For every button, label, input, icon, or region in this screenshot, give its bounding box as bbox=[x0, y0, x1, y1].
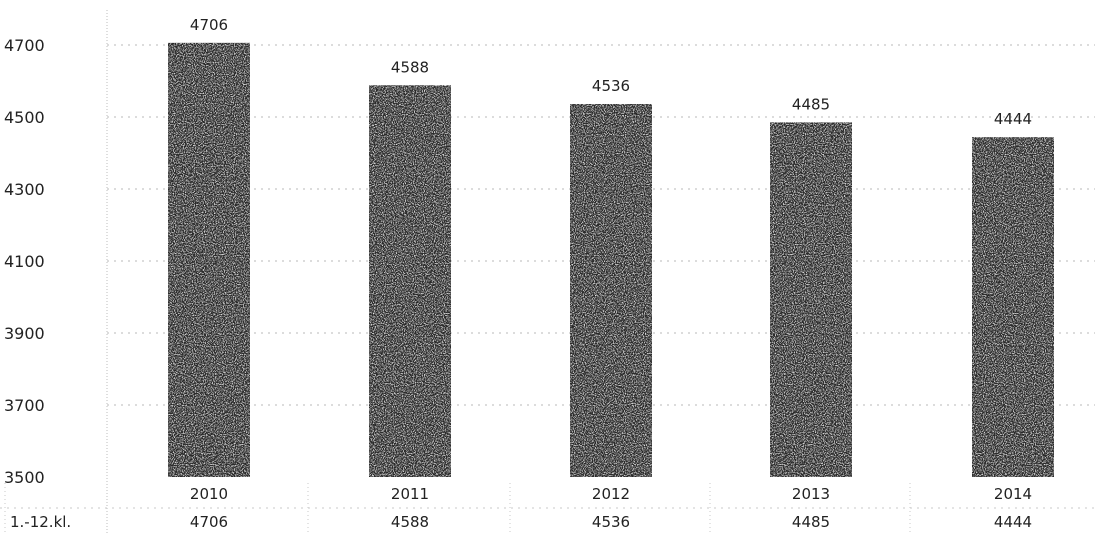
x-tick-label: 2013 bbox=[792, 485, 830, 503]
table-cell: 4536 bbox=[592, 513, 630, 531]
data-label: 4706 bbox=[190, 16, 228, 34]
table-row-label: 1.-12.kl. bbox=[10, 513, 71, 531]
bar-2012 bbox=[570, 104, 652, 477]
y-tick-label: 4300 bbox=[4, 180, 45, 199]
y-tick-label: 3700 bbox=[4, 396, 45, 415]
data-label: 4444 bbox=[994, 110, 1032, 128]
table-cell: 4444 bbox=[994, 513, 1032, 531]
data-label: 4588 bbox=[391, 58, 429, 76]
y-tick-label: 3500 bbox=[4, 468, 45, 487]
data-labels: 4706 4588 4536 4485 4444 bbox=[190, 16, 1032, 128]
bar-2011 bbox=[369, 85, 451, 477]
y-axis: 3500 3700 3900 4100 4300 4500 4700 bbox=[4, 10, 108, 535]
bars bbox=[168, 42, 1054, 478]
table-cell: 4706 bbox=[190, 513, 228, 531]
x-tick-label: 2011 bbox=[391, 485, 429, 503]
y-tick-label: 4700 bbox=[4, 36, 45, 55]
y-tick-label: 4500 bbox=[4, 108, 45, 127]
bar-2014 bbox=[972, 137, 1054, 477]
data-table: 2010 2011 2012 2013 2014 1.-12.kl. 4706 4588 453… bbox=[0, 483, 1095, 535]
table-cell: 4485 bbox=[792, 513, 830, 531]
data-label: 4536 bbox=[592, 77, 630, 95]
x-tick-label: 2010 bbox=[190, 485, 228, 503]
bar-2010 bbox=[168, 42, 250, 478]
table-cell: 4588 bbox=[391, 513, 429, 531]
data-label: 4485 bbox=[792, 95, 830, 113]
y-tick-label: 3900 bbox=[4, 324, 45, 343]
x-tick-label: 2012 bbox=[592, 485, 630, 503]
y-tick-label: 4100 bbox=[4, 252, 45, 271]
bar-2013 bbox=[770, 122, 852, 478]
x-tick-label: 2014 bbox=[994, 485, 1032, 503]
